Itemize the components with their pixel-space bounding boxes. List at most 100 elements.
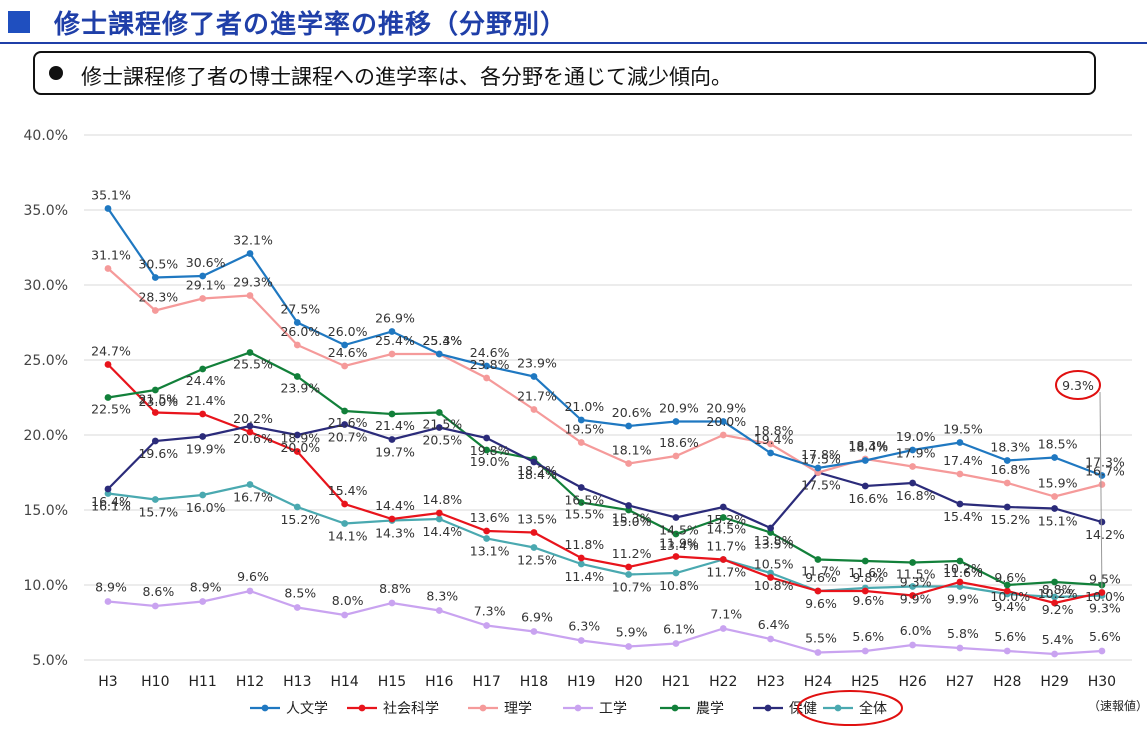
data-point-social [530,529,538,536]
data-point-social [861,587,869,595]
data-label-health: 16.6% [848,491,888,506]
data-point-social [435,509,443,517]
data-point-science [672,452,680,460]
data-label-social: 13.5% [517,512,557,527]
data-point-total [151,496,159,503]
data-label-engineering: 7.3% [474,604,506,619]
data-point-science [1051,493,1058,500]
data-label-science: 26.0% [280,324,320,339]
data-label-total: 9.2% [1042,602,1074,617]
data-label-humanities: 30.5% [138,257,178,272]
data-point-engineering [483,622,491,629]
data-label-social: 10.5% [754,557,794,572]
data-label-humanities: 18.5% [1038,437,1078,452]
legend-label-engineering: 工学 [599,701,627,717]
data-label-social: 8.8% [1042,582,1074,597]
data-label-health: 16.4% [91,494,131,509]
data-label-science: 23.8% [470,357,510,372]
data-point-science [246,292,254,299]
data-point-social [246,428,254,436]
data-point-science [767,440,775,448]
data-label-health: 20.7% [328,430,368,445]
data-point-total [530,544,538,551]
data-label-social: 14.8% [422,492,462,507]
data-label-social: 11.9% [659,536,699,551]
data-point-humanities [861,457,869,464]
data-label-total: 9.6% [852,593,884,608]
series-line-humanities [107,207,1103,477]
data-label-social: 13.6% [470,510,510,525]
data-label-agriculture: 24.4% [186,373,226,388]
data-label-humanities: 20.9% [659,401,699,416]
data-label-agriculture: 10.0% [990,589,1030,604]
data-point-engineering [814,649,822,656]
x-tick-label: H12 [236,674,264,690]
data-point-humanities [625,422,633,430]
data-label-science: 17.4% [943,453,983,468]
x-tick-label: H14 [330,674,358,690]
data-point-science [388,350,396,358]
highlight-label: 9.3% [1062,378,1094,393]
data-label-humanities: 26.9% [375,311,415,326]
data-label-total: 10.7% [612,580,652,595]
data-label-humanities: 27.5% [280,302,320,317]
data-point-health [909,479,917,487]
data-point-agriculture [151,386,159,394]
x-tick-label: H13 [283,674,311,690]
line-chart: 5.0% 10.0% 15.0% 20.0% 25.0% 30.0% 35.0% 40.0% H… [24,128,1132,726]
data-point-science [956,470,964,478]
y-tick-label: 35.0% [24,203,68,219]
data-label-social: 11.8% [564,537,604,552]
legend-label-humanities: 人文学 [286,701,328,717]
data-point-engineering [530,628,538,635]
data-point-agriculture [435,409,443,416]
data-label-science: 16.8% [990,462,1030,477]
data-label-health: 20.5% [422,433,462,448]
data-label-science: 18.3% [848,438,888,453]
data-point-science [293,341,301,349]
data-label-engineering: 8.9% [190,580,222,595]
legend-highlight-circle [797,690,903,726]
title-underline [0,42,1147,44]
data-label-science: 29.3% [233,275,273,290]
data-label-health: 20.0% [280,440,320,455]
data-point-science [719,431,727,439]
data-label-total: 14.3% [375,526,415,541]
preliminary-note: （速報値） [1088,699,1147,713]
y-tick-label: 25.0% [24,353,68,369]
data-point-total [909,583,917,590]
series-line-agriculture [107,351,1102,587]
data-label-total: 15.2% [280,512,320,527]
data-label-health: 15.1% [1038,514,1078,529]
data-label-agriculture: 10.0% [1085,589,1125,604]
data-point-humanities [435,350,443,358]
data-point-social [1003,587,1011,595]
data-point-health [861,482,869,490]
data-point-health [767,524,775,532]
x-tick-label: H17 [472,674,500,690]
data-point-total [1051,593,1058,601]
data-point-humanities [388,328,396,335]
data-point-social [672,553,680,560]
title-bar: 修士課程修了者の進学率の推移（分野別） [0,0,1147,44]
data-label-engineering: 5.6% [1089,629,1121,644]
data-label-science: 28.3% [138,290,178,305]
data-label-engineering: 8.0% [332,593,364,608]
data-point-social [719,556,727,563]
data-label-social: 14.4% [375,498,415,513]
x-tick-label: H10 [141,674,169,690]
data-label-social: 24.7% [91,344,131,359]
data-point-social [956,578,964,586]
data-label-humanities: 23.9% [517,356,557,371]
data-point-engineering [151,602,159,610]
data-point-agriculture [104,394,112,401]
data-point-engineering [861,647,869,655]
data-point-humanities [719,418,727,425]
data-label-science: 21.7% [517,389,557,404]
data-point-humanities [767,449,775,457]
data-point-agriculture [956,557,964,565]
data-label-humanities: 25.4% [422,333,462,348]
data-point-humanities [577,416,585,424]
data-label-science: 16.7% [1085,464,1125,479]
data-point-humanities [199,272,207,280]
